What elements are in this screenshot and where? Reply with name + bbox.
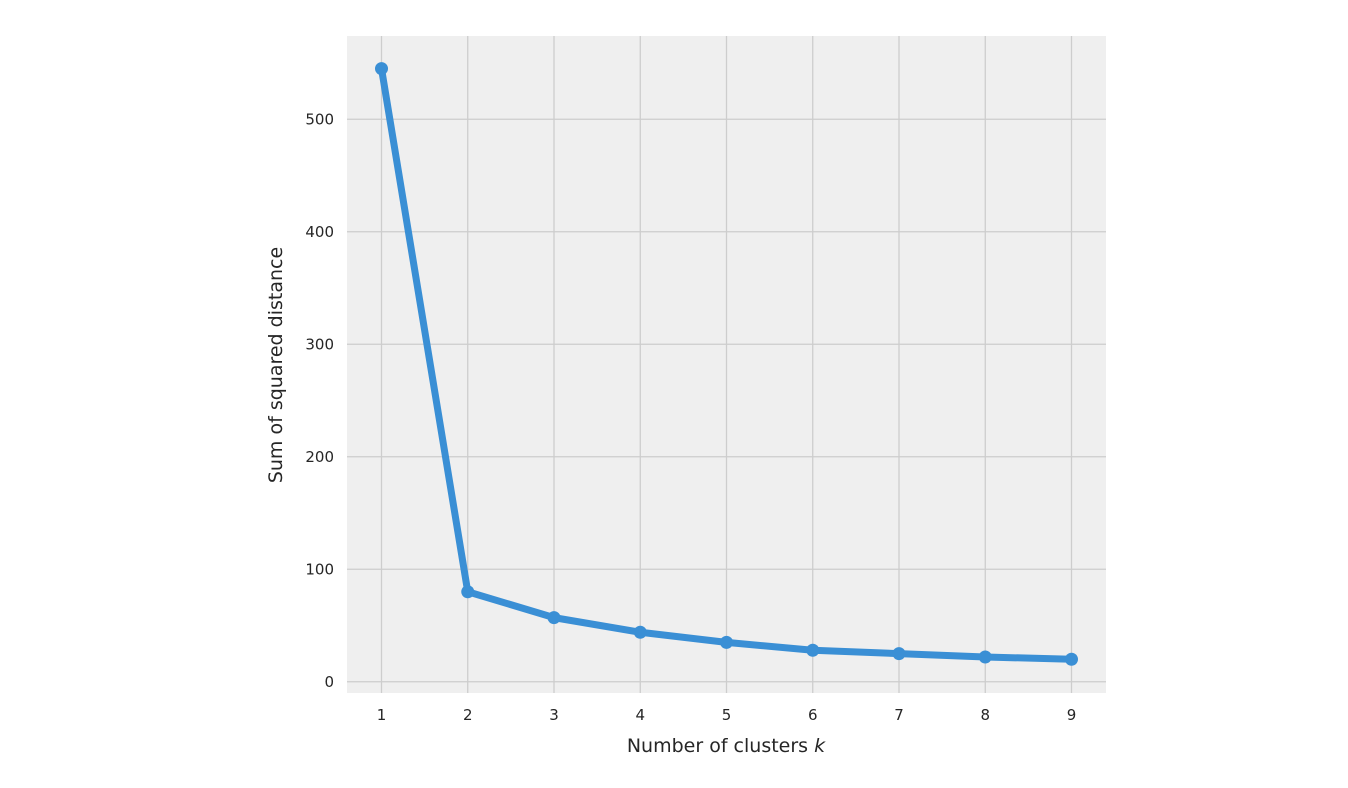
data-point [547, 611, 561, 625]
x-tick-label: 7 [894, 706, 904, 724]
y-axis-label: Sum of squared distance [265, 247, 287, 483]
x-tick-label: 6 [808, 706, 818, 724]
y-tick-label: 200 [305, 448, 334, 466]
x-tick-labels: 1 2 3 4 5 6 7 8 9 [377, 706, 1077, 724]
x-axis-label: Number of clusters k [627, 735, 826, 757]
data-point [375, 62, 388, 76]
data-point [461, 585, 475, 599]
x-tick-label: 3 [549, 706, 559, 724]
x-tick-label: 4 [635, 706, 645, 724]
y-tick-label: 500 [305, 110, 334, 128]
data-point [892, 647, 906, 661]
y-tick-label: 0 [324, 673, 334, 691]
data-series [375, 62, 1078, 666]
y-tick-label: 300 [305, 335, 334, 353]
y-tick-labels: 0 100 200 300 400 500 [305, 110, 334, 691]
x-tick-label: 5 [722, 706, 732, 724]
data-point [978, 650, 992, 664]
grid-lines [347, 36, 1106, 693]
y-tick-label: 400 [305, 223, 334, 241]
data-point [720, 635, 733, 649]
x-tick-label: 1 [377, 706, 387, 724]
x-tick-label: 9 [1067, 706, 1077, 724]
data-point [806, 643, 820, 657]
y-tick-label: 100 [305, 560, 334, 578]
data-point [1065, 652, 1078, 666]
x-tick-label: 2 [463, 706, 473, 724]
data-point [633, 625, 647, 639]
x-tick-label: 8 [980, 706, 990, 724]
